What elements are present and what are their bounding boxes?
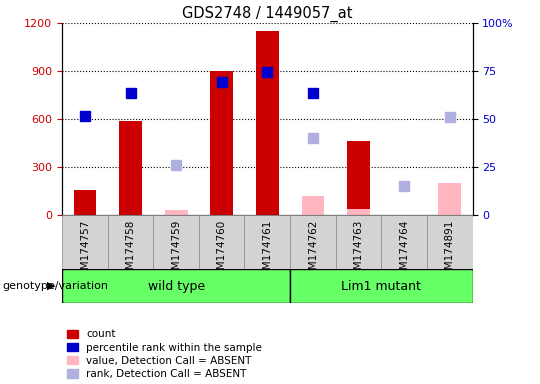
Bar (290, 269, 472, 303)
Bar (336, 215, 381, 269)
Bar (62, 269, 290, 303)
Text: ▶: ▶ (47, 281, 56, 291)
Bar (438, 183, 461, 215)
Text: GSM174891: GSM174891 (445, 219, 455, 283)
Bar (347, 209, 370, 215)
Text: GSM174763: GSM174763 (354, 219, 363, 283)
Bar (119, 121, 142, 215)
Title: GDS2748 / 1449057_at: GDS2748 / 1449057_at (182, 5, 353, 22)
Legend: count, percentile rank within the sample, value, Detection Call = ABSENT, rank, : count, percentile rank within the sample… (68, 329, 262, 379)
Bar (73, 190, 96, 215)
Bar (347, 141, 370, 215)
Bar (107, 215, 153, 269)
Text: genotype/variation: genotype/variation (3, 281, 109, 291)
Bar (210, 71, 233, 215)
Bar (427, 215, 472, 269)
Bar (381, 215, 427, 269)
Bar (165, 210, 187, 215)
Text: GSM174757: GSM174757 (80, 219, 90, 283)
Text: GSM174762: GSM174762 (308, 219, 318, 283)
Text: GSM174758: GSM174758 (125, 219, 136, 283)
Bar (153, 215, 199, 269)
Text: Lim1 mutant: Lim1 mutant (341, 280, 421, 293)
Text: GSM174759: GSM174759 (171, 219, 181, 283)
Text: wild type: wild type (147, 280, 205, 293)
Bar (199, 215, 245, 269)
Bar (301, 196, 325, 215)
Bar (245, 215, 290, 269)
Bar (256, 31, 279, 215)
Text: GSM174764: GSM174764 (399, 219, 409, 283)
Bar (62, 215, 107, 269)
Bar (290, 215, 336, 269)
Text: GSM174761: GSM174761 (262, 219, 272, 283)
Text: GSM174760: GSM174760 (217, 219, 227, 283)
